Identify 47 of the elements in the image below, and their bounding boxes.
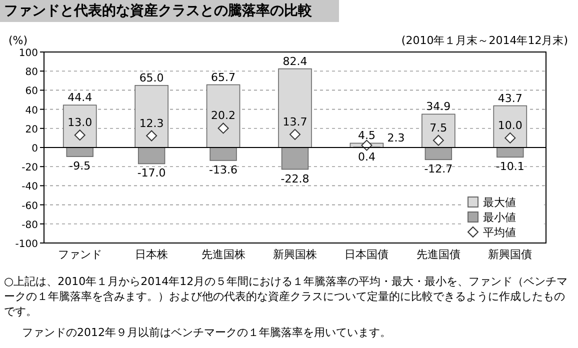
data-label: 4.5 — [358, 129, 376, 142]
x-tick-label: 新興国債 — [488, 248, 532, 261]
data-label: 34.9 — [426, 100, 451, 114]
data-label: 65.7 — [211, 70, 236, 84]
legend-label: 最大値 — [483, 196, 516, 209]
y-tick-label: 0 — [32, 144, 38, 154]
data-label: -10.1 — [496, 160, 524, 174]
data-label: 44.4 — [68, 91, 92, 104]
y-tick-label: 80 — [25, 67, 38, 78]
data-label: 2.3 — [387, 131, 405, 144]
x-tick-label: 先進国株 — [201, 248, 246, 261]
y-tick-label: 40 — [25, 105, 38, 116]
data-label: -22.8 — [280, 172, 310, 186]
data-label: 7.5 — [430, 121, 448, 134]
data-label: -9.5 — [69, 160, 91, 173]
data-label: 82.4 — [282, 54, 308, 68]
y-tick-label: -80 — [22, 220, 38, 231]
data-label: 12.3 — [139, 116, 164, 130]
x-tick-label: 先進国債 — [416, 248, 460, 261]
y-tick-label: -20 — [22, 162, 38, 174]
x-tick-label: ファンド — [58, 248, 102, 261]
data-label: 10.0 — [498, 118, 522, 132]
x-tick-label: 日本株 — [135, 248, 168, 261]
data-label: 13.7 — [282, 115, 308, 128]
y-tick-label: -100 — [15, 239, 38, 250]
data-label: 20.2 — [211, 109, 236, 122]
y-tick-label: 20 — [25, 124, 38, 136]
data-label: -17.0 — [137, 166, 166, 180]
x-tick-label: 日本国債 — [344, 248, 389, 261]
y-tick-label: -60 — [22, 200, 38, 212]
x-tick-label: 新興国株 — [273, 248, 317, 261]
data-label: 43.7 — [498, 92, 522, 105]
y-tick-label: -40 — [22, 182, 38, 193]
y-axis-title: (%) — [8, 34, 28, 47]
data-label: 0.4 — [358, 150, 376, 164]
y-tick-label: 60 — [25, 86, 38, 98]
y-tick-label: 100 — [18, 48, 38, 59]
chart-title: ファンドと代表的な資産クラスとの騰落率の比較 — [0, 0, 339, 22]
text: ファンドの2012年９月以前はベンチマークの１年騰落率を用いています。 — [22, 325, 392, 340]
data-label: -12.7 — [424, 162, 453, 176]
text: ○上記は、2010年１月から2014年12月の５年間における１年騰落率の平均・最大・最小を、ファンド（ベンチマークの１年騰落率を含みます。）および他の代表的な資産クラスについて定量的に比較できるように作成したものです。 — [4, 274, 569, 319]
data-label: 65.0 — [139, 71, 164, 84]
legend-label: 平均値 — [483, 226, 516, 239]
legend-label: 最小値 — [483, 211, 516, 224]
data-label: -13.6 — [209, 163, 238, 176]
chart-subtitle: (2010年１月末～2014年12月末) — [401, 34, 568, 47]
data-label: 13.0 — [68, 116, 92, 130]
